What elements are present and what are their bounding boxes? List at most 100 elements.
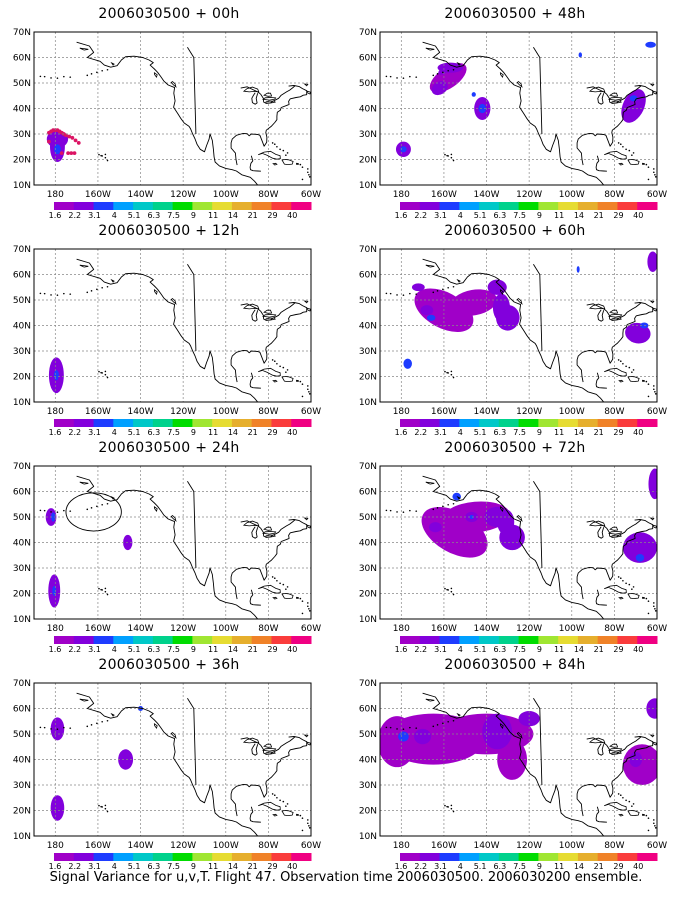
colorbar-swatch bbox=[73, 419, 95, 427]
colorbar-label: 11 bbox=[208, 211, 218, 220]
colorbar-label: 1.6 bbox=[395, 428, 408, 437]
island-dot bbox=[307, 605, 309, 608]
panel-00h: 2006030500 + 00h 70N 60N 50N 40N 30N 20N 10N 18… bbox=[0, 2, 338, 220]
colorbar-label: 6.3 bbox=[493, 645, 506, 654]
colorbar-swatch bbox=[538, 853, 559, 861]
colorbar-swatch bbox=[93, 419, 114, 427]
map-frame bbox=[379, 31, 658, 186]
y-tick-label: 70N bbox=[359, 679, 377, 689]
island-dot bbox=[452, 159, 455, 162]
island-dot bbox=[100, 371, 102, 374]
coastline bbox=[251, 92, 259, 105]
colorbar-label: 9 bbox=[191, 211, 196, 220]
coastline bbox=[499, 288, 504, 295]
colorbar-swatch bbox=[479, 636, 500, 644]
island-dot bbox=[625, 582, 627, 585]
island-dot bbox=[450, 373, 453, 376]
colorbar-label: 4 bbox=[112, 862, 117, 871]
island-dot bbox=[69, 510, 72, 512]
coastline bbox=[604, 801, 627, 811]
island-dot bbox=[452, 593, 455, 596]
x-tick-label: 140W bbox=[127, 407, 153, 417]
coastline bbox=[649, 83, 655, 87]
colorbar-swatch bbox=[518, 419, 539, 427]
y-tick-label: 30N bbox=[359, 781, 377, 791]
colorbar-label: 2.2 bbox=[414, 428, 427, 437]
colorbar-label: 21 bbox=[248, 645, 258, 654]
variance-region bbox=[53, 370, 59, 381]
island-dot bbox=[452, 502, 455, 505]
island-dot bbox=[654, 176, 657, 178]
y-tick-label: 30N bbox=[359, 564, 377, 574]
colorbar-swatch bbox=[113, 202, 134, 210]
island-dot bbox=[653, 819, 655, 821]
island-dot bbox=[447, 286, 449, 289]
variance-region bbox=[518, 711, 540, 727]
x-tick-label: 140W bbox=[473, 190, 499, 200]
y-tick-label: 60N bbox=[13, 54, 31, 64]
y-tick-label: 50N bbox=[359, 730, 377, 740]
island-dot bbox=[452, 810, 455, 813]
observation-point bbox=[69, 151, 74, 156]
coastline bbox=[76, 475, 259, 619]
colorbar-swatch bbox=[271, 202, 292, 210]
colorbar-swatch bbox=[251, 419, 272, 427]
coastline bbox=[422, 258, 605, 402]
colorbar-swatch bbox=[152, 636, 174, 644]
island-dot bbox=[104, 587, 107, 590]
coastline bbox=[609, 92, 619, 97]
x-tick-label: 160W bbox=[431, 841, 457, 851]
island-dot bbox=[450, 587, 453, 590]
island-dot bbox=[106, 285, 109, 288]
x-tick-label: 100W bbox=[559, 841, 585, 851]
coastline bbox=[516, 297, 523, 305]
y-tick-label: 20N bbox=[13, 807, 31, 817]
coastline bbox=[425, 47, 435, 51]
x-tick-label: 120W bbox=[516, 190, 542, 200]
island-dot bbox=[286, 586, 289, 588]
colorbar-swatch bbox=[172, 636, 193, 644]
observation-point bbox=[76, 141, 81, 145]
coastline bbox=[262, 531, 277, 535]
colorbar-swatch bbox=[172, 202, 193, 210]
colorbar-label: 11 bbox=[208, 428, 218, 437]
colorbar-label: 40 bbox=[287, 428, 297, 437]
island-dot bbox=[308, 393, 311, 395]
island-dot bbox=[63, 75, 65, 78]
colorbar-swatch bbox=[54, 202, 75, 210]
island-dot bbox=[101, 286, 103, 289]
island-dot bbox=[276, 796, 278, 799]
variance-region bbox=[51, 512, 56, 522]
island-dot bbox=[396, 511, 398, 513]
colorbar-label: 5.1 bbox=[128, 862, 141, 871]
island-dot bbox=[632, 369, 635, 371]
x-tick-label: 140W bbox=[473, 624, 499, 634]
colorbar-label: 3.1 bbox=[434, 211, 447, 220]
panel-36h: 2006030500 + 36h 70N 60N 50N 40N 30N 20N 10N 18… bbox=[0, 653, 338, 871]
island-dot bbox=[647, 395, 650, 398]
island-dot bbox=[385, 292, 388, 295]
colorbar-swatch bbox=[637, 419, 658, 427]
coastline bbox=[79, 264, 89, 268]
y-tick-label: 20N bbox=[359, 590, 377, 600]
coastline bbox=[242, 520, 260, 527]
colorbar-label: 29 bbox=[613, 211, 623, 220]
coastline bbox=[230, 302, 308, 383]
variance-region bbox=[492, 293, 510, 322]
y-tick-label: 70N bbox=[13, 462, 31, 472]
coastline bbox=[265, 534, 276, 538]
variance-region bbox=[411, 283, 425, 292]
observation-point bbox=[73, 138, 78, 143]
variance-region bbox=[621, 89, 646, 123]
coastline bbox=[79, 698, 89, 702]
colorbar-label: 2.2 bbox=[414, 862, 427, 871]
island-dot bbox=[98, 370, 100, 373]
y-tick-label: 30N bbox=[359, 347, 377, 357]
colorbar-label: 11 bbox=[554, 211, 564, 220]
island-dot bbox=[617, 576, 620, 578]
island-dot bbox=[56, 728, 59, 730]
colorbar-swatch bbox=[558, 419, 579, 427]
y-tick-label: 40N bbox=[13, 322, 31, 332]
coastline bbox=[110, 712, 115, 717]
colorbar-swatch bbox=[133, 419, 154, 427]
